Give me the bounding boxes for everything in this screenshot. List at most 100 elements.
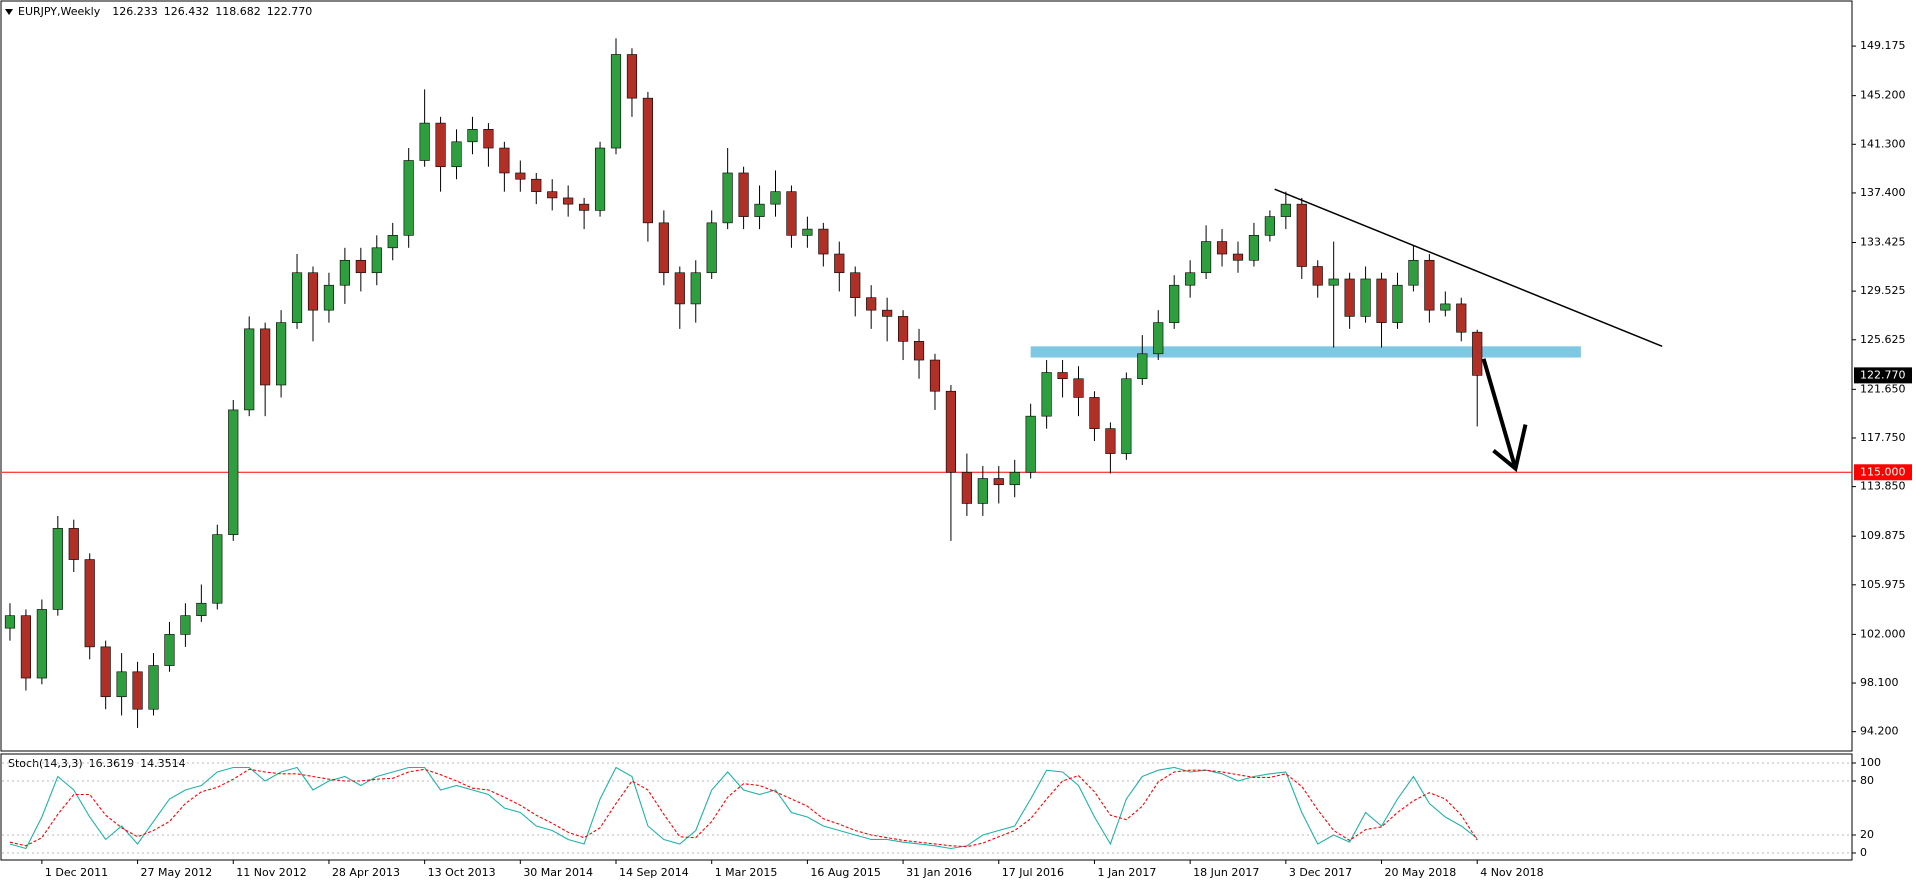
arrow-head [1492, 424, 1528, 473]
candle-body [626, 54, 638, 99]
candle-body [1089, 397, 1100, 429]
candle-body [945, 390, 957, 473]
candle-body [642, 97, 653, 224]
candle-body [1248, 235, 1260, 261]
candle-body [1216, 241, 1228, 255]
candle-body [4, 615, 16, 629]
candle-body [977, 478, 988, 504]
candle-body [1440, 303, 1451, 311]
y-tick-label: 125.625 [1860, 333, 1906, 346]
candle-body [1232, 253, 1244, 261]
y-tick-label: 121.650 [1860, 382, 1906, 395]
y-tick-label: 94.200 [1860, 725, 1899, 738]
candle-body [1137, 353, 1148, 380]
candle-body [339, 259, 350, 286]
candle-body [196, 602, 207, 616]
candle-body [1328, 278, 1339, 286]
x-tick-label: 30 Mar 2014 [523, 866, 593, 879]
candle-body [1025, 415, 1036, 473]
x-tick-label: 1 Jan 2017 [1097, 866, 1156, 879]
x-tick-label: 18 Jun 2017 [1193, 866, 1259, 879]
header-value: 126.432 [164, 5, 210, 18]
y-tick-label: 109.875 [1860, 529, 1906, 542]
candle-body [1296, 203, 1307, 267]
x-tick-label: 1 Mar 2015 [715, 866, 778, 879]
header-icon [5, 9, 13, 15]
stoch-y-tick-label: 20 [1860, 828, 1874, 841]
candle-body [913, 341, 925, 361]
candle-body [419, 122, 430, 161]
x-tick-label: 13 Oct 2013 [428, 866, 496, 879]
candle-body [1456, 303, 1467, 333]
price-box-label: 122.770 [1860, 368, 1906, 381]
stoch-line [9, 766, 1478, 850]
x-tick-label: 4 Nov 2018 [1480, 866, 1543, 879]
candle-body [610, 54, 622, 149]
stoch-line [9, 768, 1478, 848]
y-tick-label: 149.175 [1860, 39, 1906, 52]
candle-body [307, 272, 319, 311]
candle-body [722, 172, 733, 224]
candle-body [435, 122, 446, 168]
candle-body [276, 322, 287, 386]
chart-title: EURJPY,Weekly [18, 5, 101, 18]
candle-body [483, 129, 494, 149]
x-tick-label: 31 Jan 2016 [906, 866, 972, 879]
candle-body [594, 147, 606, 211]
candle-body [563, 197, 574, 205]
candle-body [1472, 331, 1483, 376]
candle-body [547, 191, 558, 199]
support-zone [1030, 346, 1581, 358]
candle-body [387, 235, 398, 249]
candle-body [1312, 266, 1323, 286]
main-frame [0, 0, 1853, 752]
candle-body [148, 665, 159, 710]
candle-body [993, 478, 1004, 486]
x-tick-label: 20 May 2018 [1385, 866, 1457, 879]
price-box-label: 115.000 [1860, 465, 1906, 478]
x-tick-label: 27 May 2012 [141, 866, 213, 879]
x-tick-label: 1 Dec 2011 [45, 866, 108, 879]
candle-body [1009, 471, 1020, 486]
candle-body [371, 247, 382, 274]
candle-body [897, 316, 909, 342]
candle-body [738, 172, 749, 217]
y-tick-label: 141.300 [1860, 137, 1906, 150]
candle-body [1073, 378, 1084, 398]
y-tick-label: 145.200 [1860, 89, 1906, 102]
x-tick-label: 14 Sep 2014 [619, 866, 689, 879]
candle-body [1424, 259, 1435, 311]
candle-body [228, 409, 239, 535]
candle-body [68, 528, 79, 560]
candle-body [164, 634, 175, 666]
candle-body [84, 559, 95, 648]
candle-body [1153, 322, 1164, 355]
candle-body [770, 191, 781, 205]
candle-body [929, 359, 941, 392]
candle-body [1185, 272, 1196, 286]
candle-body [834, 253, 845, 274]
candle-body [1057, 372, 1068, 380]
y-tick-label: 113.850 [1860, 480, 1906, 493]
x-tick-label: 17 Jul 2016 [1002, 866, 1064, 879]
stoch-y-tick-label: 100 [1860, 756, 1881, 769]
candle-body [1392, 284, 1403, 323]
stoch-title: Stoch(14,3,3) [8, 757, 83, 770]
header-value: 126.233 [112, 5, 158, 18]
candle-body [180, 615, 191, 635]
candle-body [1169, 284, 1180, 323]
y-tick-label: 129.525 [1860, 284, 1906, 297]
header-value: 118.682 [215, 5, 261, 18]
candle-body [882, 309, 893, 317]
candle-body [706, 222, 717, 274]
trendline [1274, 188, 1663, 348]
y-tick-label: 105.975 [1860, 578, 1906, 591]
stoch-y-tick-label: 0 [1860, 846, 1867, 859]
candle-body [116, 671, 127, 698]
candle-body [1376, 278, 1387, 323]
candle-body [690, 272, 701, 305]
candle-body [291, 272, 303, 323]
candle-body [754, 203, 765, 217]
